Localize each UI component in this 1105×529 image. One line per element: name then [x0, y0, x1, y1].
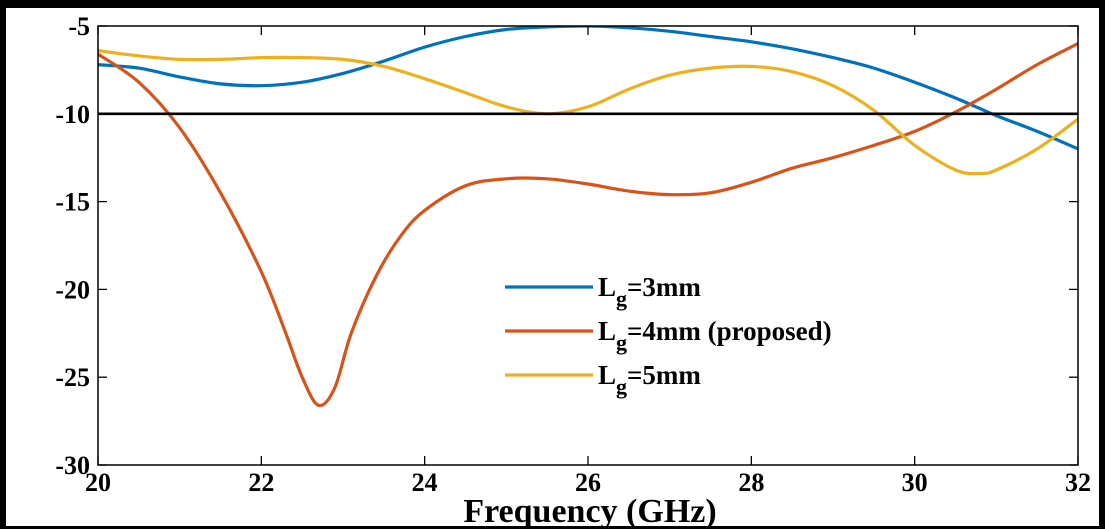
series-line-1 — [98, 26, 1078, 151]
legend-label: Lg=3mm — [598, 272, 701, 311]
series-line-3 — [98, 49, 1078, 176]
legend-label-subscript: g — [616, 286, 627, 311]
x-tick-label: 26 — [575, 468, 601, 497]
legend-label-rest: =3mm — [627, 272, 701, 302]
x-tick-label: 20 — [85, 468, 111, 497]
y-tick-label: -30 — [55, 451, 90, 480]
x-tick-label: 24 — [412, 468, 438, 497]
y-tick-label: -25 — [55, 363, 90, 392]
legend-label: Lg=4mm (proposed) — [598, 316, 832, 355]
x-tick-label: 32 — [1065, 468, 1091, 497]
series-line-2 — [98, 42, 1078, 408]
legend-label-subscript: g — [616, 374, 627, 399]
y-tick-label: -20 — [55, 275, 90, 304]
x-tick-label: 28 — [738, 468, 764, 497]
legend-label-main: L — [598, 316, 616, 346]
y-tick-label: -15 — [55, 188, 90, 217]
y-tick-label: -10 — [55, 100, 90, 129]
legend-entry-1: Lg=3mm — [505, 272, 701, 311]
legend-label-rest: =5mm — [627, 360, 701, 390]
legend-label-rest: =4mm (proposed) — [627, 316, 832, 346]
legend-entry-2: Lg=4mm (proposed) — [505, 316, 832, 355]
series-lines-layer — [98, 26, 1078, 408]
plot-area-border — [97, 25, 1079, 466]
legend-label-main: L — [598, 360, 616, 390]
axes-layer: 20 22 24 26 28 30 32 -5 -10 -15 -20 -25 -30 — [55, 12, 1091, 497]
legend-label: Lg=5mm — [598, 360, 701, 399]
y-tick-label: -5 — [68, 12, 90, 41]
x-tick-label: 22 — [248, 468, 274, 497]
legend-label-subscript: g — [616, 330, 627, 355]
legend-entry-3: Lg=5mm — [505, 360, 701, 399]
x-axis-title: Frequency (GHz) — [463, 493, 716, 529]
legend-label-main: L — [598, 272, 616, 302]
x-tick-label: 30 — [902, 468, 928, 497]
